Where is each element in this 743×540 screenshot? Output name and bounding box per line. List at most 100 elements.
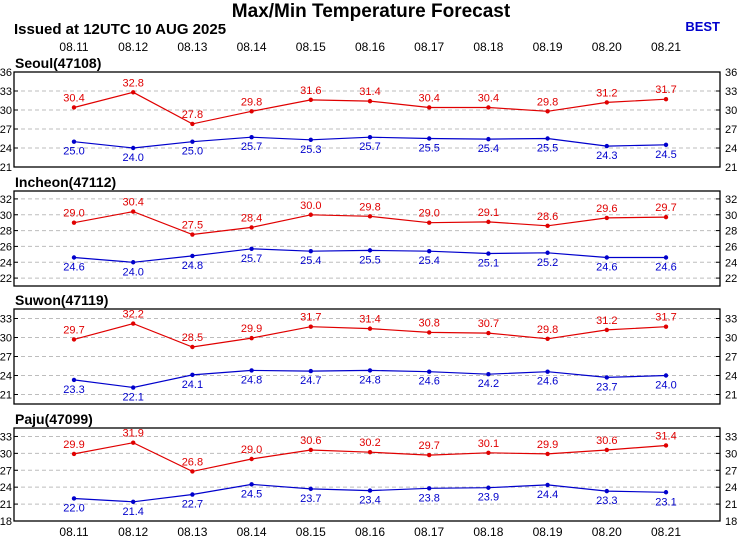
ytick-right: 24 <box>725 143 737 155</box>
min-temp-label: 21.4 <box>122 506 143 518</box>
max-temp-label: 27.5 <box>182 220 203 232</box>
max-temp-label: 31.4 <box>655 430 676 442</box>
min-temp-label: 23.7 <box>596 381 617 393</box>
max-temp-point <box>604 327 609 333</box>
max-temp-label: 28.4 <box>241 212 262 224</box>
ytick-right: 33 <box>725 431 737 443</box>
min-temp-label: 24.3 <box>596 150 617 162</box>
max-temp-point <box>367 214 373 219</box>
top-date-label: 08.19 <box>533 40 563 54</box>
ytick-left: 36 <box>0 67 12 79</box>
station-name: Incheon(47112) <box>15 174 116 190</box>
ytick-right: 27 <box>725 465 737 477</box>
top-date-label: 08.14 <box>237 40 267 54</box>
station-panel: Seoul(47108) 21 21 24 24 27 27 30 30 33 33 36 36 30.4… <box>0 55 737 174</box>
panel-frame <box>13 71 721 168</box>
station-panel: Paju(47099) 18 18 21 21 24 24 27 27 30 30 33 33 29.9 3… <box>0 411 737 528</box>
min-temp-label: 25.4 <box>300 255 321 267</box>
min-temp-label: 24.5 <box>655 149 676 161</box>
max-temp-point <box>131 440 136 445</box>
max-temp-label: 30.4 <box>63 92 84 104</box>
max-temp-point <box>308 212 313 217</box>
max-temp-label: 31.4 <box>359 86 380 98</box>
max-temp-label: 30.6 <box>300 435 321 447</box>
min-temp-point <box>308 248 313 254</box>
min-temp-point <box>663 373 669 378</box>
min-temp-label: 25.7 <box>241 141 262 153</box>
min-temp-point <box>486 136 491 142</box>
min-temp-label: 24.8 <box>359 374 380 386</box>
max-temp-label: 31.4 <box>359 314 380 326</box>
bottom-date-label: 08.20 <box>592 525 622 539</box>
ytick-left: 24 <box>0 143 12 155</box>
max-temp-point <box>71 220 77 225</box>
station-name: Suwon(47119) <box>15 292 108 308</box>
ytick-left: 32 <box>0 194 12 206</box>
ytick-right: 21 <box>725 390 737 402</box>
ytick-right: 22 <box>725 273 737 285</box>
max-temp-point <box>663 324 669 329</box>
max-temp-label: 29.9 <box>63 439 84 451</box>
max-temp-point <box>367 450 373 455</box>
min-temp-label: 25.5 <box>418 143 439 155</box>
min-temp-label: 24.6 <box>63 262 84 274</box>
max-temp-label: 29.8 <box>241 96 262 108</box>
max-temp-point <box>486 330 491 336</box>
min-temp-point <box>486 485 491 490</box>
min-temp-point <box>308 486 313 492</box>
max-temp-point <box>190 232 195 237</box>
min-temp-label: 22.0 <box>63 502 84 514</box>
ytick-right: 26 <box>725 241 737 253</box>
max-temp-label: 30.4 <box>122 197 143 209</box>
max-temp-label: 31.2 <box>596 87 617 99</box>
top-date-label: 08.18 <box>473 40 503 54</box>
max-temp-label: 31.7 <box>655 312 676 324</box>
bottom-date-label: 08.12 <box>118 525 148 539</box>
min-temp-label: 24.1 <box>182 379 203 391</box>
min-temp-point <box>545 482 550 488</box>
max-temp-point <box>367 326 373 331</box>
panel-frame <box>13 308 721 405</box>
max-temp-point <box>308 324 313 329</box>
ytick-right: 30 <box>725 105 737 117</box>
ytick-left: 30 <box>0 333 12 345</box>
top-date-label: 08.11 <box>59 40 88 54</box>
max-temp-label: 31.7 <box>655 84 676 96</box>
ytick-left: 18 <box>0 516 12 528</box>
max-temp-point <box>486 450 491 455</box>
ytick-left: 27 <box>0 465 12 477</box>
min-temp-point <box>71 496 77 501</box>
min-temp-label: 24.0 <box>122 152 143 164</box>
ytick-left: 27 <box>0 352 12 364</box>
min-temp-label: 25.5 <box>537 143 558 155</box>
max-temp-point <box>367 98 373 104</box>
min-temp-label: 24.7 <box>300 375 321 387</box>
ytick-left: 26 <box>0 241 12 253</box>
min-temp-label: 24.6 <box>537 376 558 388</box>
min-temp-label: 25.5 <box>359 254 380 266</box>
ytick-right: 24 <box>725 371 737 383</box>
ytick-left: 21 <box>0 390 12 402</box>
bottom-date-label: 08.17 <box>414 525 444 539</box>
min-temp-label: 25.0 <box>182 146 203 158</box>
min-temp-label: 24.8 <box>241 374 262 386</box>
max-temp-label: 28.6 <box>537 211 558 223</box>
max-temp-label: 31.7 <box>300 312 321 324</box>
min-temp-point <box>190 139 195 144</box>
min-temp-label: 23.9 <box>478 492 499 504</box>
min-temp-point <box>604 375 609 380</box>
ytick-right: 36 <box>725 67 737 79</box>
max-temp-point <box>486 219 491 225</box>
ytick-left: 30 <box>0 448 12 460</box>
min-temp-point <box>308 368 313 374</box>
top-date-label: 08.20 <box>592 40 622 54</box>
top-date-label: 08.21 <box>651 40 681 54</box>
bottom-date-label: 08.15 <box>296 525 326 539</box>
max-temp-label: 28.5 <box>182 332 203 344</box>
ytick-left: 24 <box>0 482 12 494</box>
max-temp-point <box>663 97 669 102</box>
ytick-right: 32 <box>725 194 737 206</box>
ytick-left: 30 <box>0 105 12 117</box>
best-badge: BEST <box>685 19 720 34</box>
min-temp-point <box>249 368 254 373</box>
